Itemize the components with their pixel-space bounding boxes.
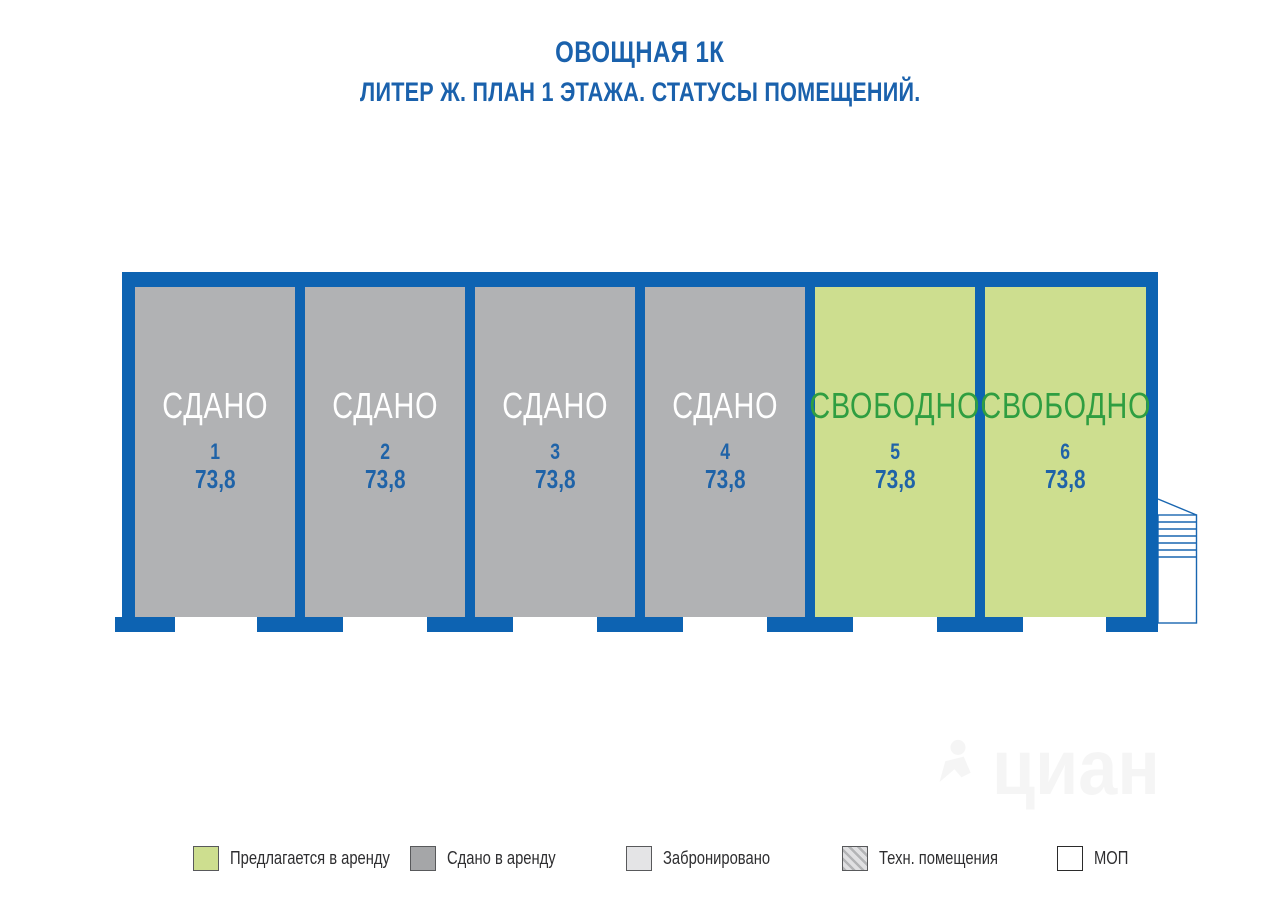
unit-status: СДАНО [671, 385, 779, 426]
unit-number: 4 [720, 439, 730, 464]
legend-swatch-free [193, 846, 219, 871]
wall-segment [767, 617, 853, 632]
wall-segment [257, 617, 343, 632]
unit-number: 2 [380, 439, 390, 464]
legend-swatch-rented [410, 846, 436, 871]
legend-label: Сдано в аренду [447, 848, 556, 868]
unit-2: СДАНО 2 73,8 [305, 287, 465, 617]
wall-divider [465, 287, 475, 632]
unit-number: 3 [550, 439, 560, 464]
unit-status: СДАНО [161, 385, 269, 426]
unit-area: 73,8 [194, 464, 236, 494]
cian-watermark: циан [928, 712, 1178, 822]
page-header: ОВОЩНАЯ 1К ЛИТЕР Ж. ПЛАН 1 ЭТАЖА. СТАТУС… [0, 38, 1280, 106]
legend-label: Забронировано [663, 848, 771, 868]
unit-status: СДАНО [501, 385, 609, 426]
wall-divider [635, 287, 645, 632]
unit-status: СВОБОДНО [980, 385, 1151, 426]
legend-item-mop: МОП [1057, 845, 1136, 872]
unit-6: СВОБОДНО 6 73,8 [980, 287, 1150, 617]
unit-area: 73,8 [704, 464, 746, 494]
cian-logo-icon [939, 739, 971, 782]
unit-number: 6 [1060, 439, 1071, 464]
unit-status: СВОБОДНО [809, 385, 981, 426]
plan-title: ОВОЩНАЯ 1К [0, 38, 1280, 68]
unit-status: СДАНО [331, 385, 439, 426]
legend-item-reserved: Забронировано [626, 845, 794, 872]
unit-area: 73,8 [534, 464, 576, 494]
unit-number: 1 [210, 439, 220, 464]
legend-item-free: Предлагается в аренду [193, 845, 425, 872]
stairs-icon [1158, 498, 1198, 624]
wall-segment [1106, 617, 1158, 632]
legend-item-rented: Сдано в аренду [410, 845, 580, 872]
unit-area: 73,8 [1045, 464, 1086, 494]
plan-subtitle: ЛИТЕР Ж. ПЛАН 1 ЭТАЖА. СТАТУСЫ ПОМЕЩЕНИЙ… [0, 79, 1280, 106]
unit-1: СДАНО 1 73,8 [135, 287, 295, 617]
plan-subtitle-text: ЛИТЕР Ж. ПЛАН 1 ЭТАЖА. СТАТУСЫ ПОМЕЩЕНИЙ… [359, 77, 921, 107]
wall-right [1146, 272, 1158, 617]
legend-swatch-tech [842, 846, 868, 871]
wall-divider [975, 287, 985, 632]
legend-item-tech: Техн. помещения [842, 845, 1024, 872]
unit-area: 73,8 [364, 464, 406, 494]
wall-divider [805, 287, 815, 632]
unit-area: 73,8 [874, 464, 916, 494]
wall-segment [937, 617, 1023, 632]
wall-segment [115, 617, 175, 632]
legend-label: Предлагается в аренду [230, 848, 390, 868]
wall-segment [427, 617, 513, 632]
wall-segment [597, 617, 683, 632]
plan-title-text: ОВОЩНАЯ 1К [555, 36, 725, 69]
unit-5: СВОБОДНО 5 73,8 [810, 287, 980, 617]
watermark-text: циан [991, 723, 1160, 811]
legend-label: МОП [1094, 848, 1129, 868]
wall-top [122, 272, 1158, 287]
legend-label: Техн. помещения [879, 848, 998, 868]
wall-left [122, 272, 135, 617]
unit-4: СДАНО 4 73,8 [645, 287, 805, 617]
legend-swatch-reserved [626, 846, 652, 871]
unit-number: 5 [890, 439, 900, 464]
wall-divider [295, 287, 305, 632]
unit-3: СДАНО 3 73,8 [475, 287, 635, 617]
legend-swatch-mop [1057, 846, 1083, 871]
floor-plan: СДАНО 1 73,8 СДАНО 2 73,8 СДАНО 3 73,8 С… [115, 272, 1198, 634]
